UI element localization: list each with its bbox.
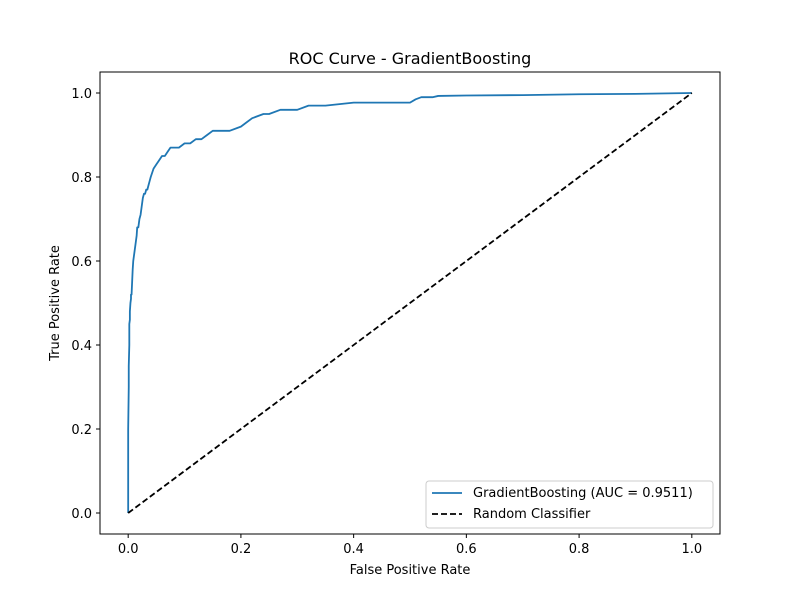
random-classifier-line — [127, 92, 693, 514]
legend-label-gradientboosting: GradientBoosting (AUC = 0.9511) — [473, 486, 693, 501]
y-tick-label: 0.4 — [71, 339, 92, 354]
x-tick-label: 0.2 — [231, 542, 252, 557]
x-ticks: 0.0 0.2 0.4 0.6 0.8 1.0 — [118, 534, 702, 557]
x-tick-label: 0.0 — [118, 542, 139, 557]
legend: GradientBoosting (AUC = 0.9511) Random C… — [425, 480, 714, 529]
y-tick-label: 0.8 — [71, 171, 92, 186]
series-layer — [127, 92, 693, 514]
plot-frame — [99, 71, 721, 535]
x-tick-label: 0.4 — [343, 542, 364, 557]
roc-curve-line — [127, 92, 692, 513]
y-tick-label: 1.0 — [71, 87, 92, 102]
y-axis-label: True Positive Rate — [48, 245, 63, 362]
legend-label-random-classifier: Random Classifier — [473, 507, 591, 522]
chart-title: ROC Curve - GradientBoosting — [289, 49, 532, 68]
x-axis-label: False Positive Rate — [350, 563, 471, 578]
x-tick-label: 1.0 — [681, 542, 702, 557]
y-tick-label: 0.0 — [71, 507, 92, 522]
y-tick-label: 0.2 — [71, 423, 92, 438]
x-tick-label: 0.8 — [569, 542, 590, 557]
legend-box — [425, 480, 714, 529]
y-ticks: 0.0 0.2 0.4 0.6 0.8 1.0 — [71, 87, 100, 522]
y-tick-label: 0.6 — [71, 255, 92, 270]
x-tick-label: 0.6 — [456, 542, 477, 557]
